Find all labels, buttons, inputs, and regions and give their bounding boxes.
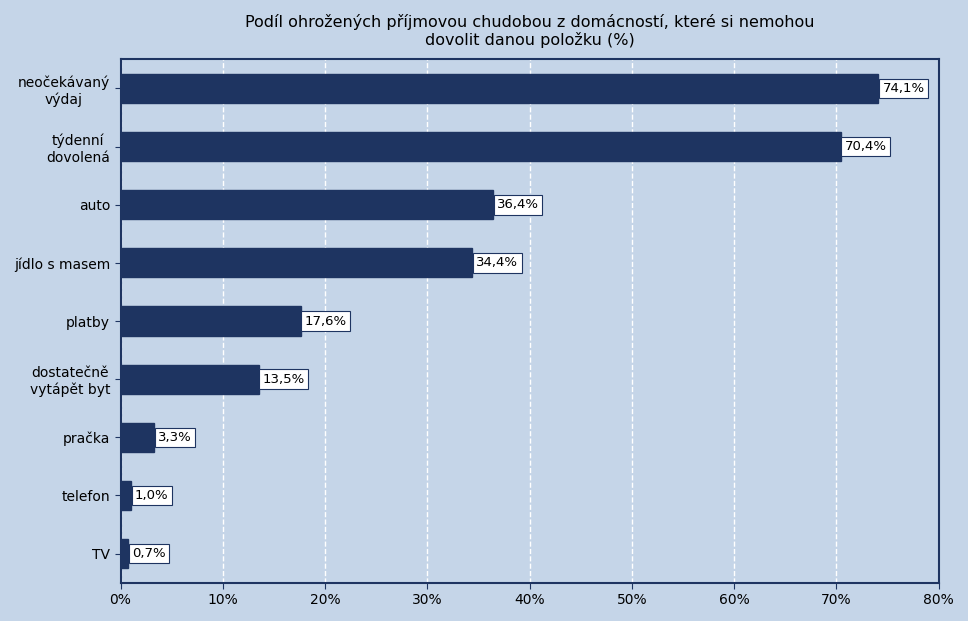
Bar xyxy=(121,74,878,103)
Bar xyxy=(121,423,154,452)
Bar xyxy=(121,132,840,161)
Text: 34,4%: 34,4% xyxy=(476,256,519,270)
Bar xyxy=(121,365,258,394)
Text: 17,6%: 17,6% xyxy=(305,314,347,327)
Bar xyxy=(121,248,472,278)
Bar xyxy=(121,481,131,510)
Title: Podíl ohrožených příjmovou chudobou z domácností, které si nemohou
dovolit danou: Podíl ohrožených příjmovou chudobou z do… xyxy=(245,14,814,48)
Text: 0,7%: 0,7% xyxy=(132,547,166,560)
Text: 70,4%: 70,4% xyxy=(845,140,887,153)
Bar xyxy=(121,190,493,219)
Bar xyxy=(121,307,300,335)
Text: 13,5%: 13,5% xyxy=(262,373,305,386)
Text: 36,4%: 36,4% xyxy=(497,198,539,211)
Text: 1,0%: 1,0% xyxy=(135,489,168,502)
Text: 74,1%: 74,1% xyxy=(883,82,924,95)
Text: 3,3%: 3,3% xyxy=(159,431,192,444)
Bar xyxy=(121,539,128,568)
